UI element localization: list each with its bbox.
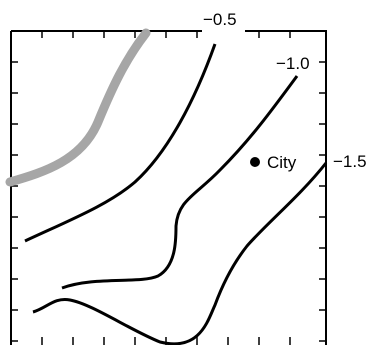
contour-line-minus-1-5 [32, 162, 328, 345]
tick-marks [11, 31, 326, 345]
contour-line-minus-1-0 [61, 75, 299, 290]
contour-label-minus-0-5: −0.5 [203, 10, 237, 29]
contour-label-minus-1-5: −1.5 [333, 152, 367, 171]
contour-line-minus-0-5 [24, 43, 217, 243]
contour-label-minus-1-0: −1.0 [276, 54, 310, 73]
plot-frame [10, 30, 327, 345]
city-marker-label: City [267, 153, 297, 172]
highlight-contour-line [5, 28, 151, 187]
city-marker-dot [250, 157, 260, 167]
